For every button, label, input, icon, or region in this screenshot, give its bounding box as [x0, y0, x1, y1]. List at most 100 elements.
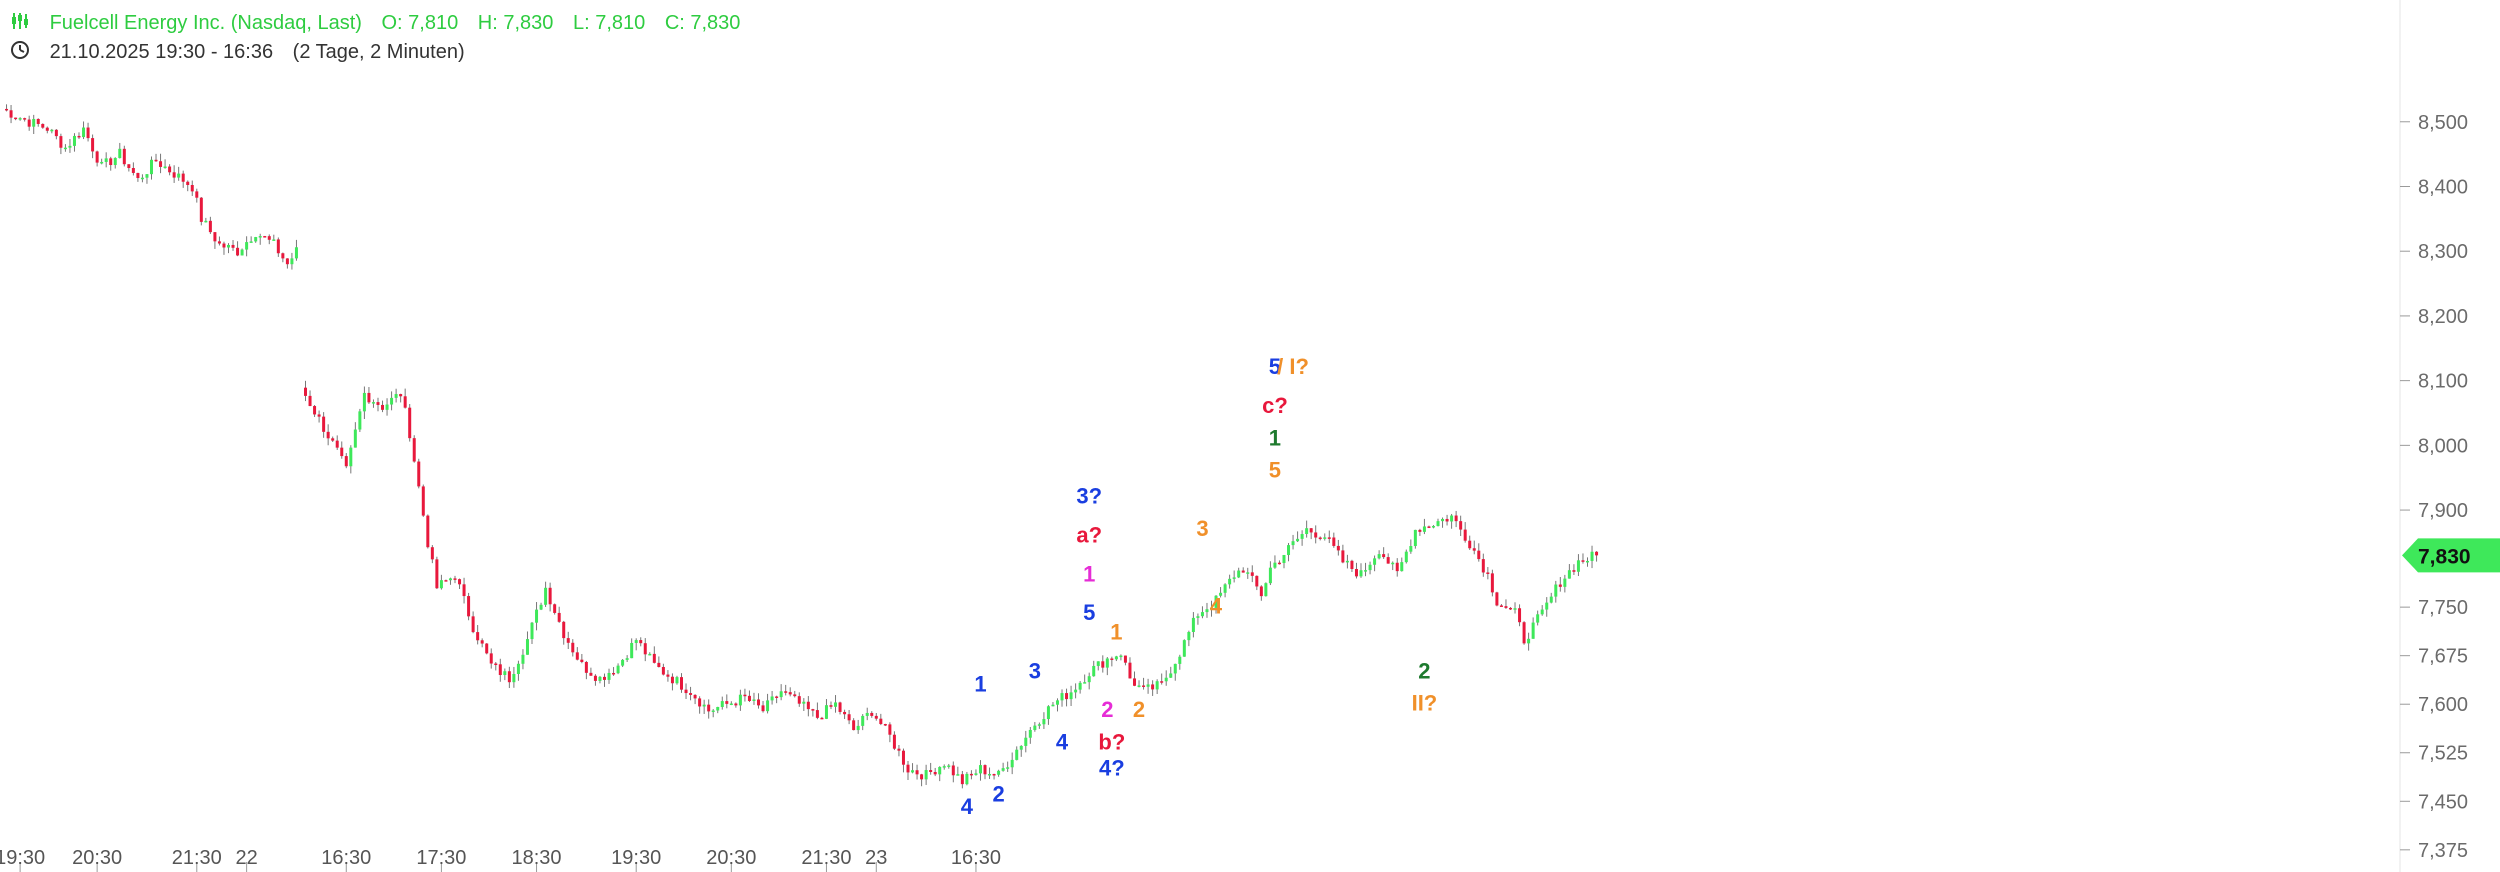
candle-down — [960, 774, 964, 785]
candle-down — [1327, 537, 1331, 539]
candle-down — [181, 173, 185, 182]
candle-down — [23, 118, 27, 120]
candle-up — [1083, 682, 1087, 684]
time-tick-label: 17:30 — [416, 847, 466, 869]
candle-up — [1069, 692, 1073, 700]
candle-down — [1133, 678, 1136, 686]
candle-down — [612, 672, 616, 675]
close-value: C: 7,830 — [664, 12, 741, 35]
time-tick-label: 20:30 — [72, 847, 122, 869]
candle-down — [1318, 537, 1322, 540]
candle-down — [901, 750, 905, 765]
candle-up — [68, 145, 72, 148]
candle-down — [1250, 572, 1254, 576]
candle-down — [1445, 518, 1449, 522]
candle-down — [666, 674, 670, 677]
wave-label: 2 — [1101, 697, 1113, 722]
candle-down — [45, 127, 49, 131]
candle-down — [480, 640, 484, 644]
candle-up — [1268, 567, 1272, 584]
candle-down — [127, 164, 131, 169]
wave-label: 1 — [974, 671, 986, 696]
candle-up — [1155, 681, 1159, 690]
candle-down — [222, 243, 226, 248]
last-price-label: 7,830 — [2418, 545, 2471, 568]
candle-up — [1513, 608, 1517, 610]
candle-down — [906, 764, 910, 773]
candle-up — [988, 773, 992, 776]
wave-label: a? — [1076, 522, 1102, 547]
candle-up — [1042, 719, 1046, 725]
candle-up — [535, 609, 539, 623]
candle-up — [1219, 592, 1223, 596]
candle-down — [54, 129, 58, 137]
candle-down — [14, 117, 18, 120]
candle-up — [439, 580, 443, 589]
candle-up — [1051, 704, 1055, 707]
candle-up — [227, 244, 230, 248]
candle-up — [974, 773, 978, 775]
candle-up — [240, 249, 244, 256]
candle-up — [1391, 562, 1395, 565]
candle-up — [18, 118, 22, 120]
time-tick-label: 16:30 — [321, 847, 371, 869]
candle-down — [707, 704, 711, 712]
candle-down — [797, 696, 801, 704]
wave-label: c? — [1262, 393, 1288, 418]
candle-up — [1001, 768, 1005, 771]
candle-up — [738, 694, 742, 706]
candle-down — [888, 724, 892, 735]
candle-up — [1305, 528, 1309, 535]
candle-down — [426, 515, 430, 548]
candle-down — [1490, 573, 1494, 593]
candle-down — [367, 392, 371, 403]
candle-down — [725, 701, 729, 704]
high-value: H: 7,830 — [477, 12, 554, 35]
candle-down — [471, 616, 475, 633]
candle-up — [1033, 725, 1037, 730]
candle-up — [448, 578, 452, 581]
candle-up — [1237, 570, 1241, 578]
wave-label: 3 — [1029, 658, 1041, 683]
candle-up — [1010, 759, 1014, 768]
candle-up — [390, 397, 394, 405]
candle-up — [997, 770, 1001, 775]
wave-label: 2 — [992, 781, 1004, 806]
price-tick-label: 7,375 — [2418, 840, 2468, 862]
candle-up — [290, 258, 294, 265]
price-tick-label: 8,000 — [2418, 435, 2468, 457]
candle-up — [1554, 584, 1558, 597]
candle-up — [766, 700, 770, 712]
candle-up — [824, 705, 828, 719]
wave-label: 2 — [1133, 697, 1145, 722]
candle-up — [1431, 526, 1435, 528]
time-tick-label: 22 — [235, 847, 257, 869]
candle-up — [63, 147, 67, 150]
wave-label: 1 — [1269, 425, 1281, 450]
candle-down — [1499, 605, 1503, 607]
candle-down — [1128, 662, 1132, 679]
candle-up — [1178, 656, 1182, 664]
candle-up — [1409, 546, 1413, 552]
candle-down — [734, 703, 738, 706]
candle-down — [213, 232, 217, 242]
candle-down — [992, 773, 996, 776]
candle-up — [1531, 622, 1535, 639]
candle-up — [1413, 529, 1417, 547]
candle-up — [1196, 616, 1200, 618]
candle-down — [775, 696, 779, 698]
candle-up — [1527, 638, 1531, 644]
candle-up — [1563, 578, 1567, 587]
candle-down — [308, 395, 312, 407]
candle-up — [720, 701, 724, 707]
wave-label: b? — [1098, 730, 1125, 755]
candle-down — [1309, 528, 1313, 533]
candle-down — [829, 705, 833, 707]
candle-up — [598, 676, 602, 681]
candle-down — [154, 159, 158, 162]
candle-down — [335, 440, 339, 448]
candle-down — [444, 580, 448, 582]
price-tick-label: 7,750 — [2418, 597, 2468, 619]
price-tick-label: 7,450 — [2418, 791, 2468, 813]
